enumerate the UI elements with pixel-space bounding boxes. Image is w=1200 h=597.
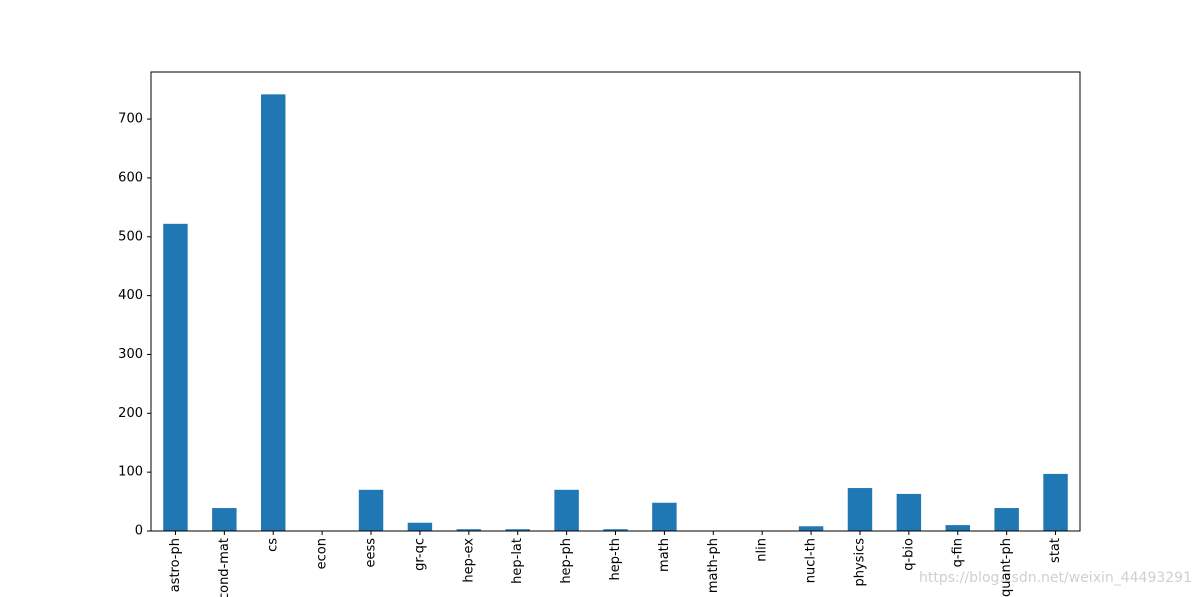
x-tick-label: econ [315,538,330,569]
x-tick-label: hep-th [608,538,623,581]
x-tick-label: gr-qc [412,538,427,571]
y-tick-label: 200 [118,406,143,421]
bar [261,94,286,531]
bar [1043,473,1068,531]
x-tick-label: astro-ph [168,538,183,592]
bar [456,529,482,531]
bar [358,489,384,531]
x-tick-label: quant-ph [999,538,1014,597]
x-tick-label: math [657,538,672,572]
bar [505,529,530,531]
bar [798,526,824,531]
x-tick-label: eess [364,538,379,568]
x-tick-label: nlin [755,538,770,562]
y-tick-label: 100 [118,465,143,480]
bar [994,508,1019,531]
y-tick-label: 600 [118,170,143,185]
y-tick-label: 0 [135,524,143,539]
x-tick-label: stat [1048,538,1063,563]
x-tick-label: nucl-th [804,538,819,583]
bar [554,489,579,531]
bar [212,508,237,531]
y-tick-label: 300 [118,347,143,362]
plot-frame [150,71,1081,532]
bar [945,525,970,531]
bar [407,522,433,531]
x-tick-label: hep-lat [510,538,525,584]
x-tick-label: q-fin [950,538,965,567]
bar [603,529,628,531]
y-tick-label: 500 [118,229,143,244]
x-tick-label: physics [852,538,867,587]
bar [896,493,922,531]
x-tick-label: hep-ex [461,538,476,583]
x-tick-label: hep-ph [559,538,574,584]
bar [847,488,873,531]
x-tick-label: q-bio [901,538,916,571]
x-tick-label: math-ph [706,538,721,593]
bar [652,502,677,531]
watermark: https://blog.csdn.net/weixin_44493291 [919,570,1192,586]
bar [163,223,188,532]
x-tick-label: cond-mat [217,538,232,597]
y-tick-label: 700 [118,112,143,127]
y-tick-label: 400 [118,288,143,303]
x-tick-label: cs [266,538,281,552]
